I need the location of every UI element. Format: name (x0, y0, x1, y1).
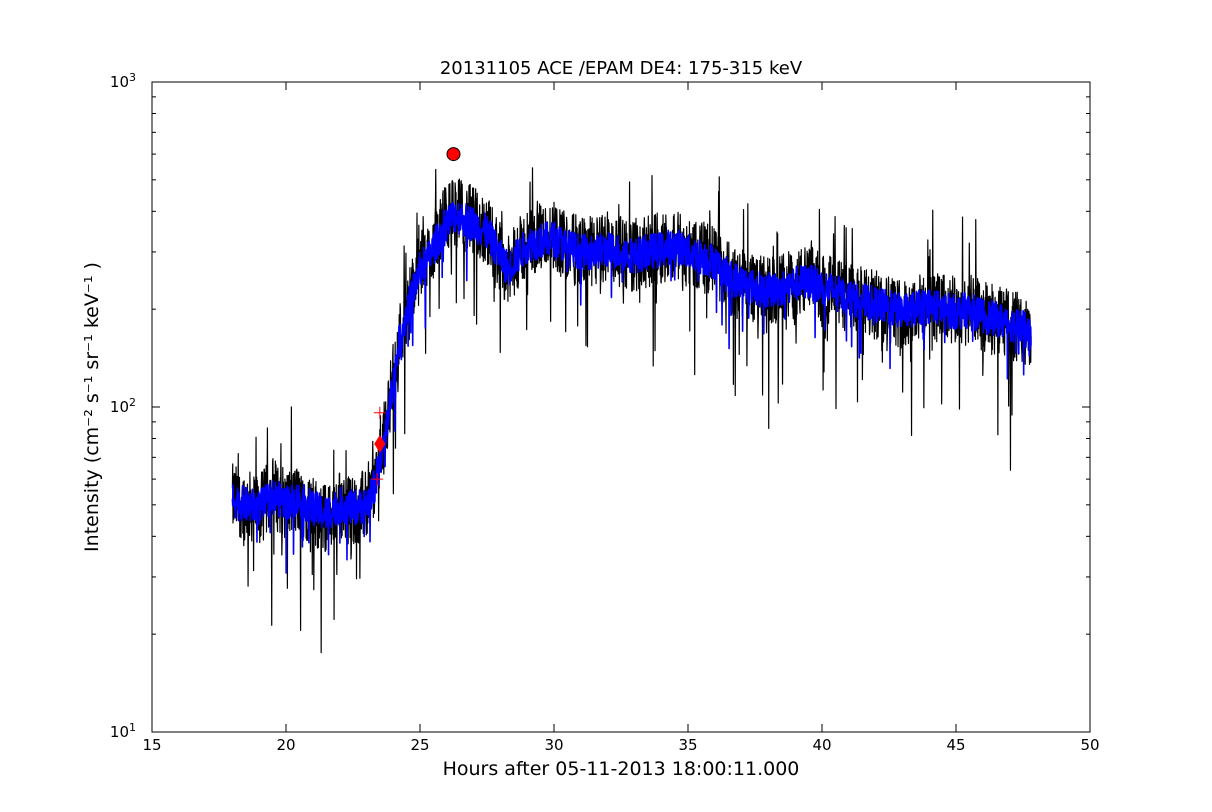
y-tick-label: 102 (110, 396, 136, 416)
x-axis-label: Hours after 05-11-2013 18:00:11.000 (443, 758, 800, 780)
x-tick-label: 35 (678, 736, 697, 754)
series-line-smoothed (231, 201, 1032, 574)
onset-marker (374, 434, 386, 453)
x-tick-label: 20 (276, 736, 295, 754)
y-tick-label: 103 (110, 71, 136, 91)
markers-group (371, 147, 461, 486)
ticks-group: 15 20 25 30 35 40 45 50 101 102 103 (110, 71, 1100, 754)
plus-marker (371, 473, 384, 486)
plot-data-group (231, 167, 1032, 654)
chart-title: 20131105 ACE /EPAM DE4: 175-315 keV (440, 58, 803, 79)
x-tick-label: 25 (410, 736, 429, 754)
x-tick-label: 30 (544, 736, 563, 754)
y-tick-label: 101 (110, 721, 136, 741)
x-tick-label: 45 (946, 736, 965, 754)
x-tick-label: 40 (812, 736, 831, 754)
y-axis-label: Intensity (cm⁻² s⁻¹ sr⁻¹ keV⁻¹ ) (81, 262, 103, 552)
peak-marker (446, 147, 461, 162)
x-tick-label: 15 (142, 736, 161, 754)
plus-marker (373, 406, 386, 419)
x-tick-label: 50 (1080, 736, 1099, 754)
